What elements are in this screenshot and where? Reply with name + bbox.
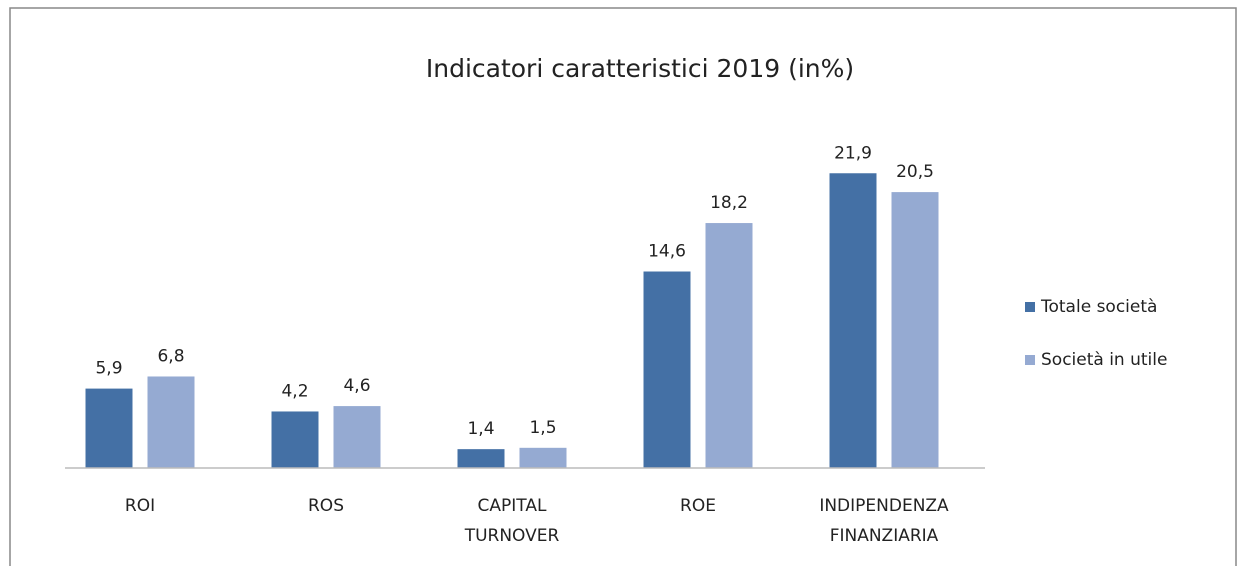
chart-frame	[9, 7, 1237, 566]
legend-label: Società in utile	[1041, 350, 1167, 370]
value-label: 6,8	[157, 346, 184, 366]
value-label: 4,2	[281, 381, 308, 401]
bar	[829, 173, 877, 468]
x-tick-label: ROE	[680, 496, 716, 516]
bar	[271, 411, 319, 468]
value-label: 5,9	[95, 359, 122, 379]
bar	[85, 388, 133, 468]
bar	[457, 449, 505, 468]
value-label: 1,4	[467, 419, 494, 439]
value-label: 18,2	[710, 193, 748, 213]
bar	[519, 447, 567, 468]
value-label: 4,6	[343, 376, 370, 396]
bar	[705, 223, 753, 468]
x-tick-label: CAPITAL TURNOVER	[464, 496, 560, 546]
value-label: 21,9	[834, 143, 872, 163]
x-tick-label: ROS	[308, 496, 344, 516]
x-tick-label: ROI	[125, 496, 155, 516]
x-tick-label: INDIPENDENZA FINANZIARIA	[819, 496, 949, 546]
bar	[643, 271, 691, 468]
value-label: 1,5	[529, 418, 556, 438]
legend-swatch	[1025, 302, 1035, 312]
legend-label: Totale società	[1040, 297, 1157, 317]
value-label: 14,6	[648, 242, 686, 262]
legend-swatch	[1025, 355, 1035, 365]
bar	[891, 192, 939, 468]
bar	[147, 376, 195, 468]
bar	[333, 406, 381, 468]
value-label: 20,5	[896, 162, 934, 182]
chart-title: Indicatori caratteristici 2019 (in%)	[426, 54, 854, 83]
